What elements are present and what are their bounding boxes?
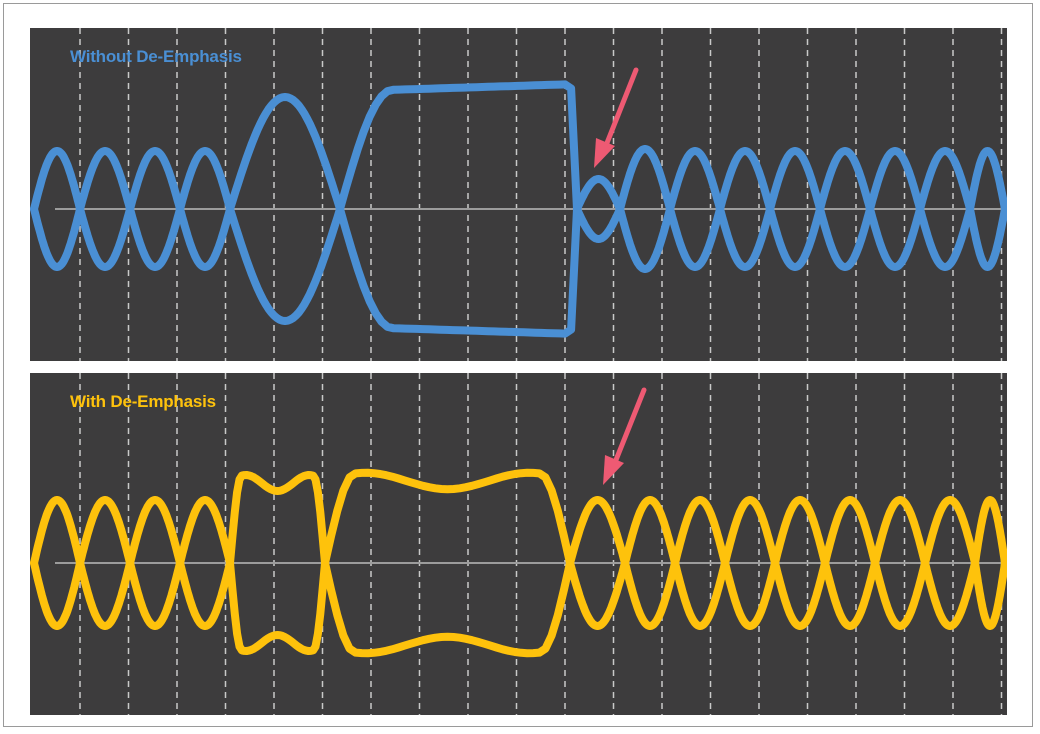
panel-with-de-emphasis: With De-Emphasis xyxy=(30,373,1007,715)
panel-title: Without De-Emphasis xyxy=(70,47,242,66)
figure-frame xyxy=(3,3,1033,727)
panel-title: With De-Emphasis xyxy=(70,392,216,411)
waveform-trace xyxy=(30,80,1007,338)
grid-lines xyxy=(79,373,1003,715)
arrow-marker xyxy=(603,387,647,485)
waveform-lower-edge xyxy=(30,205,1007,338)
waveform-upper-edge xyxy=(30,468,1007,567)
panel-without-de-emphasis: Without De-Emphasis xyxy=(30,28,1007,361)
eye-diagram-with-de-emphasis xyxy=(30,373,1007,715)
eye-diagram-without-de-emphasis xyxy=(30,28,1007,361)
arrow-shaft xyxy=(611,387,647,468)
waveform-trace xyxy=(30,468,1007,658)
arrow-head xyxy=(594,138,615,168)
waveform-lower-edge xyxy=(30,559,1007,658)
waveform-upper-edge xyxy=(30,80,1007,213)
arrow-head xyxy=(603,455,624,485)
arrow-shaft xyxy=(602,67,639,151)
arrow-marker xyxy=(594,67,639,168)
